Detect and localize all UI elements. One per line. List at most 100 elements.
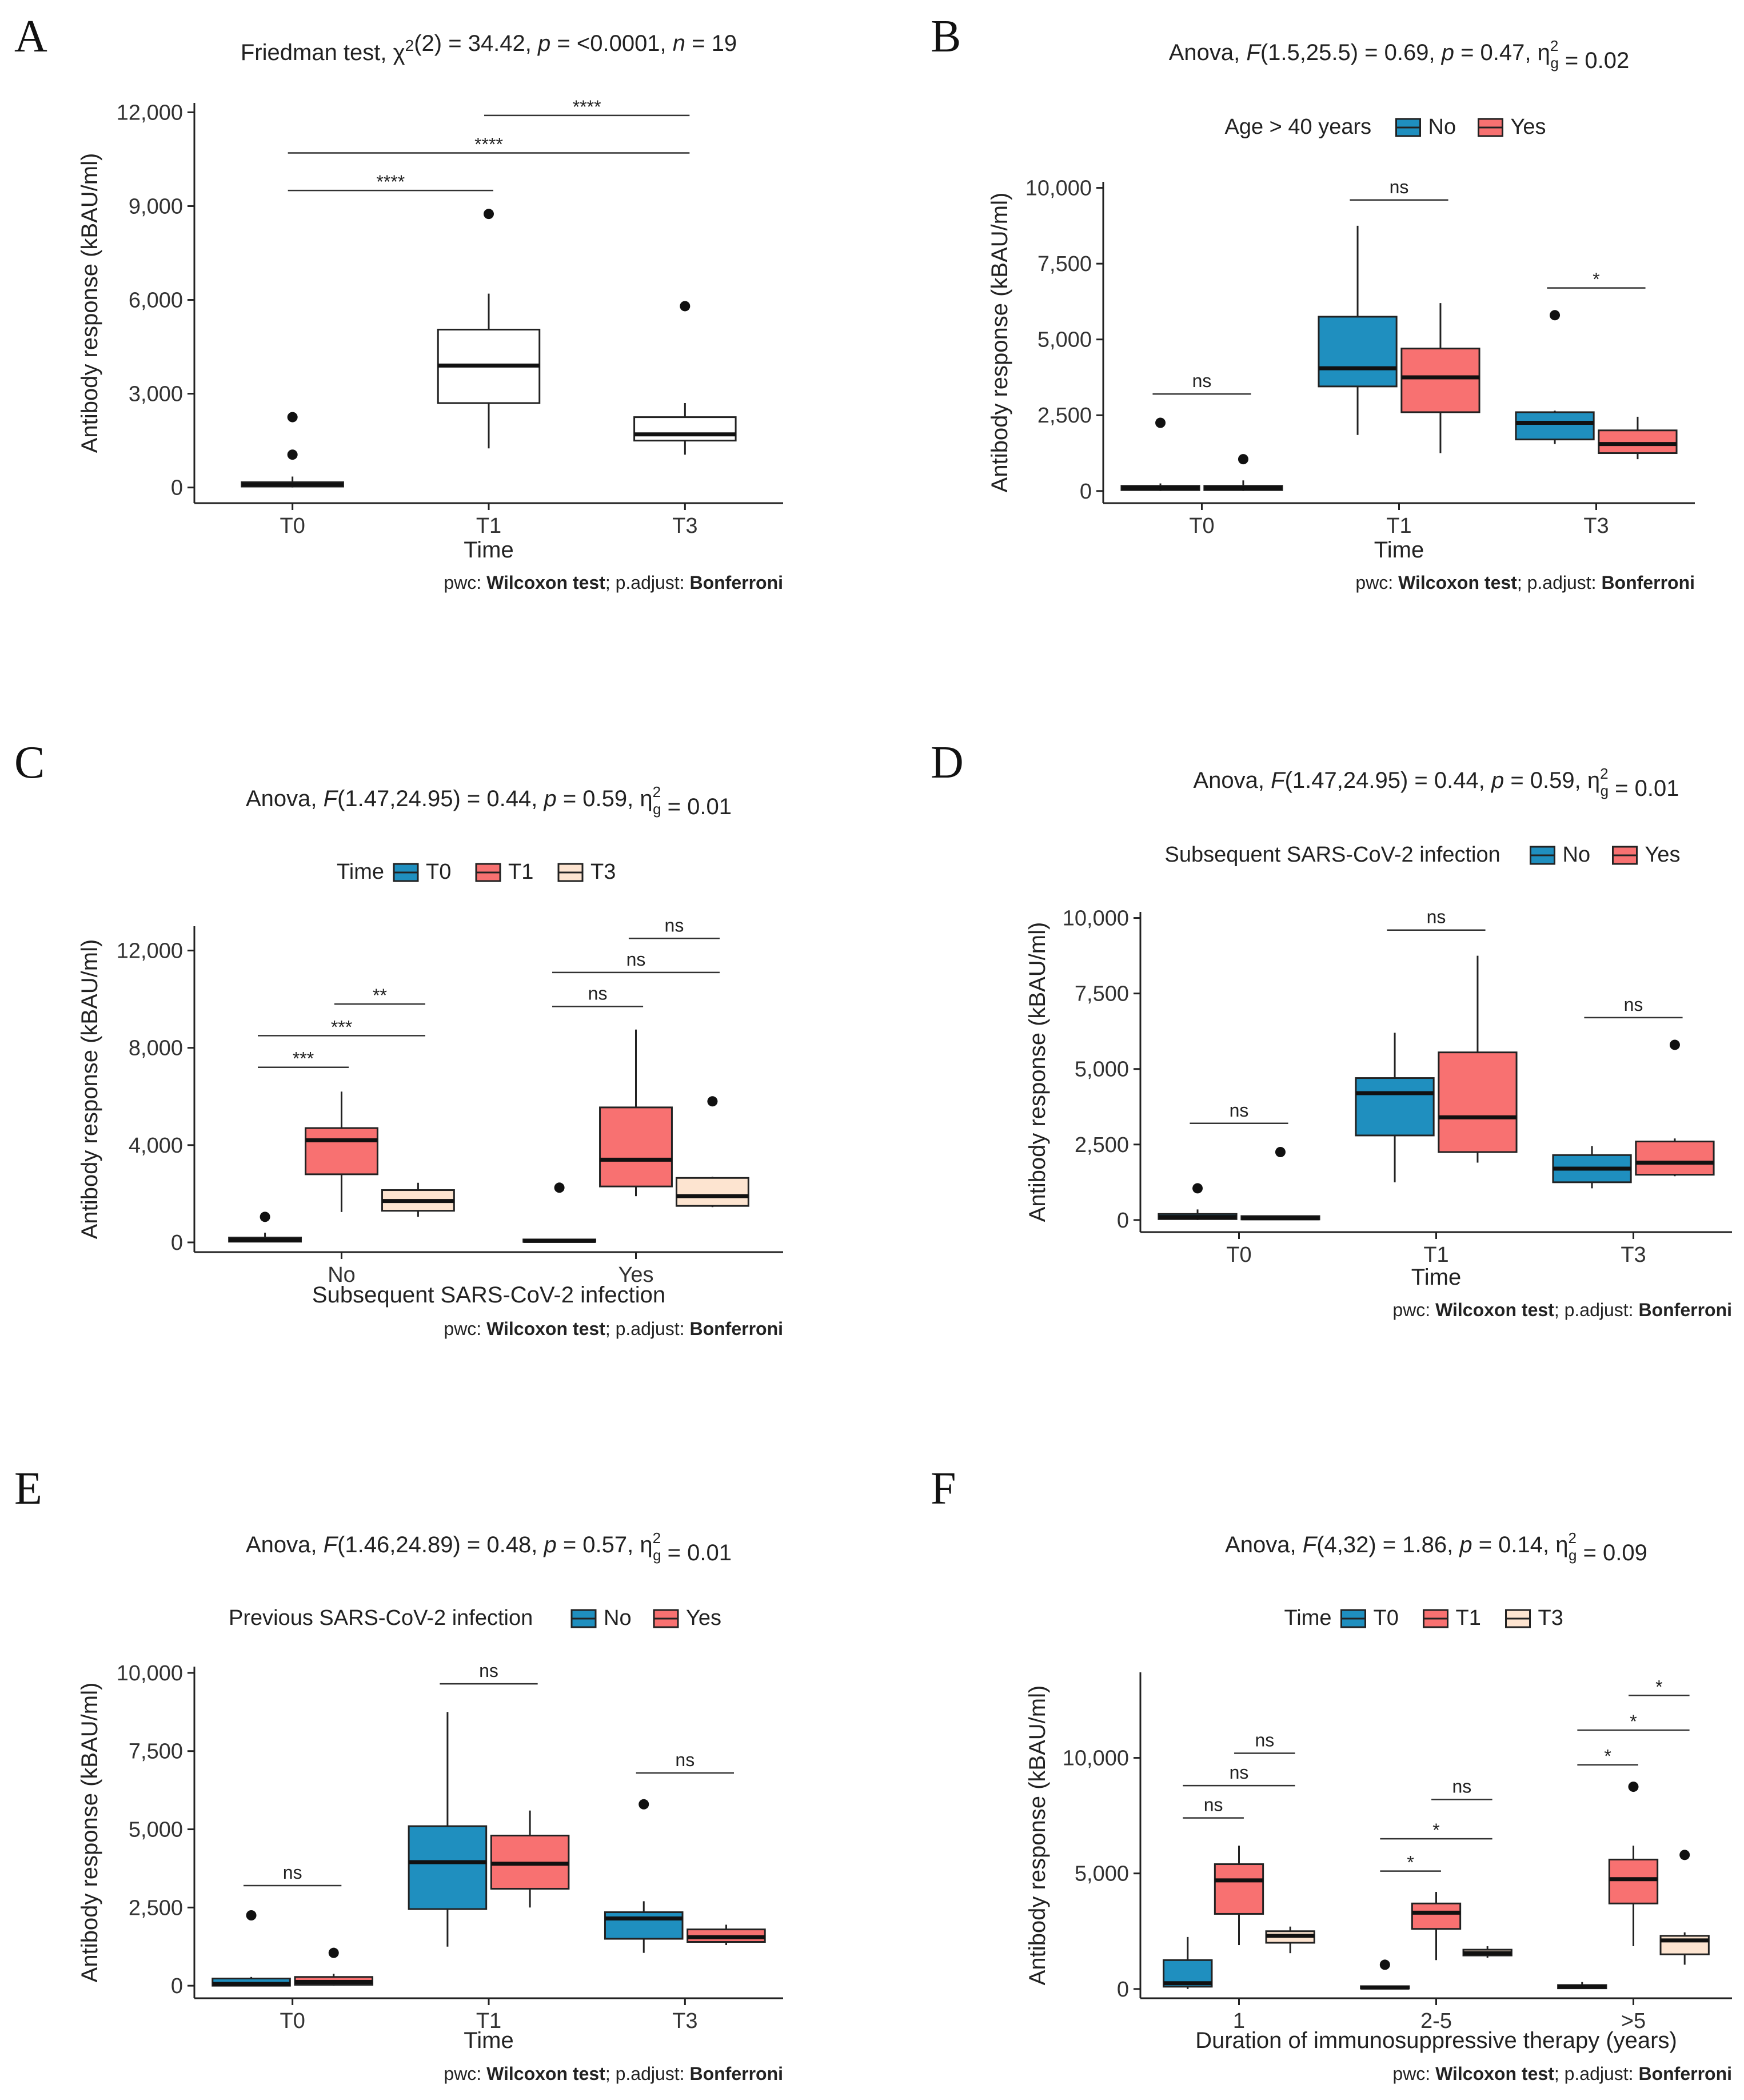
legend-item-t0: T0 [393, 860, 451, 884]
significance-label: * [1432, 1820, 1439, 1840]
y-tick-label: 4,000 [129, 1134, 183, 1158]
y-tick-label: 5,000 [129, 1818, 183, 1842]
pairwise-note: pwc: Wilcoxon test; p.adjust: Bonferroni [1392, 2063, 1732, 2084]
legend-item-yes: Yes [653, 1606, 721, 1630]
title-part: = 0.59, η [557, 786, 653, 811]
outlier-point [1669, 1039, 1680, 1050]
box-t3-1 [675, 1096, 749, 1208]
title-part: F [324, 786, 339, 811]
x-tick-label: T3 [1621, 1243, 1646, 1267]
y-tick-label: 7,500 [129, 1740, 183, 1764]
x-axis-title: Time [1411, 1265, 1461, 1290]
box-no-2 [604, 1799, 684, 1953]
note-test: Wilcoxon test [486, 2063, 605, 2084]
legend-item-t3: T3 [1505, 1606, 1563, 1630]
outlier-point [1679, 1850, 1690, 1860]
note-test: Wilcoxon test [1435, 1300, 1554, 1320]
note-prefix: pwc: [444, 572, 486, 593]
title-part: = 0.14, η [1472, 1532, 1569, 1557]
box-t0-2 [1557, 1982, 1607, 1990]
panel-letter: D [931, 738, 964, 788]
x-axis-title: Time [464, 2028, 513, 2053]
box-no-0 [1158, 1183, 1238, 1220]
legend-item-t1: T1 [475, 860, 533, 884]
outlier-point [638, 1799, 649, 1810]
y-tick-label: 12,000 [117, 939, 183, 963]
significance-label: ns [1192, 370, 1212, 391]
box-body [1608, 1858, 1659, 1904]
legend-item-no: No [570, 1606, 632, 1630]
y-tick-label: 8,000 [129, 1037, 183, 1061]
title-part: g [1569, 1547, 1577, 1564]
box-body [633, 416, 737, 442]
significance-bracket: ns [1234, 1730, 1295, 1754]
title-part: p [1441, 40, 1454, 65]
title-part: Anova, [1225, 1532, 1303, 1557]
note-method: Bonferroni [1601, 572, 1695, 593]
note-mid: ; p.adjust: [605, 2063, 690, 2084]
y-tick-label: 5,000 [1037, 328, 1092, 352]
significance-bracket: *** [258, 1017, 425, 1037]
box-yes-2 [1635, 1039, 1715, 1177]
outlier-point [1238, 454, 1248, 465]
title-part: Anova, [246, 786, 324, 811]
box-t1-0 [1214, 1846, 1264, 1946]
y-tick-label: 0 [1117, 1209, 1129, 1233]
title-part: = 0.01 [1609, 776, 1679, 801]
box-body [1598, 429, 1678, 455]
y-axis-title: Antibody response (kBAU/ml) [987, 193, 1012, 493]
note-method: Bonferroni [1638, 1300, 1732, 1320]
y-tick-label: 12,000 [117, 101, 183, 125]
note-test: Wilcoxon test [1435, 2063, 1554, 2084]
title-part: = 0.01 [661, 1540, 732, 1565]
title-part: F [1246, 40, 1262, 65]
y-tick-label: 0 [1117, 1978, 1129, 2002]
box-body [1411, 1902, 1462, 1930]
box-no-1 [408, 1712, 488, 1947]
outlier-point [484, 209, 494, 220]
y-tick-label: 0 [1080, 480, 1092, 504]
significance-bracket: ns [244, 1862, 342, 1887]
note-mid: ; p.adjust: [1554, 1300, 1639, 1320]
box-t1-1 [599, 1029, 673, 1197]
title-part: 2 [653, 783, 661, 800]
outlier-point [246, 1910, 257, 1920]
y-axis-title: Antibody response (kBAU/ml) [1025, 922, 1050, 1222]
significance-label: ns [1230, 1762, 1249, 1783]
significance-label: **** [474, 134, 503, 155]
box-no-1 [1355, 1033, 1435, 1182]
panel-letter: A [14, 11, 47, 62]
significance-label: ns [1427, 907, 1446, 927]
note-prefix: pwc: [1392, 1300, 1435, 1320]
significance-bracket: * [1577, 1746, 1638, 1767]
pairwise-note: pwc: Wilcoxon test; p.adjust: Bonferroni [1392, 1300, 1732, 1320]
legend-label: No [604, 1606, 632, 1630]
box-yes-1 [1400, 303, 1480, 453]
pairwise-note: pwc: Wilcoxon test; p.adjust: Bonferroni [444, 1318, 783, 1339]
x-tick-label: T0 [280, 2009, 305, 2033]
y-axis-title: Antibody response (kBAU/ml) [77, 153, 102, 453]
significance-bracket: ns [552, 949, 720, 974]
legend-title: Age > 40 years [1225, 115, 1372, 139]
box-all-1 [437, 209, 541, 449]
panel-b: B Anova, F(1.5,25.5) = 0.69, p = 0.47, η2… [931, 11, 1695, 593]
x-tick-label: T1 [476, 2009, 501, 2033]
outlier-point [287, 449, 298, 460]
box-yes-1 [490, 1810, 570, 1908]
box-body [1355, 1077, 1435, 1137]
significance-bracket: ns [628, 915, 720, 939]
significance-bracket: **** [288, 134, 690, 155]
legend-label: T0 [426, 860, 451, 884]
chart-title: Anova, F(1.46,24.89) = 0.48, p = 0.57, η… [246, 1529, 732, 1565]
significance-label: ** [373, 985, 387, 1006]
box-no-2 [1515, 310, 1595, 444]
y-tick-label: 10,000 [1025, 177, 1092, 201]
y-tick-label: 7,500 [1037, 252, 1092, 276]
outlier-point [1192, 1183, 1203, 1194]
significance-label: * [1604, 1746, 1611, 1767]
box-yes-2 [1598, 416, 1678, 460]
x-axis-title: Duration of immunosuppressive therapy (y… [1195, 2028, 1677, 2053]
significance-bracket: * [1577, 1711, 1690, 1732]
x-tick-label: No [328, 1263, 356, 1287]
